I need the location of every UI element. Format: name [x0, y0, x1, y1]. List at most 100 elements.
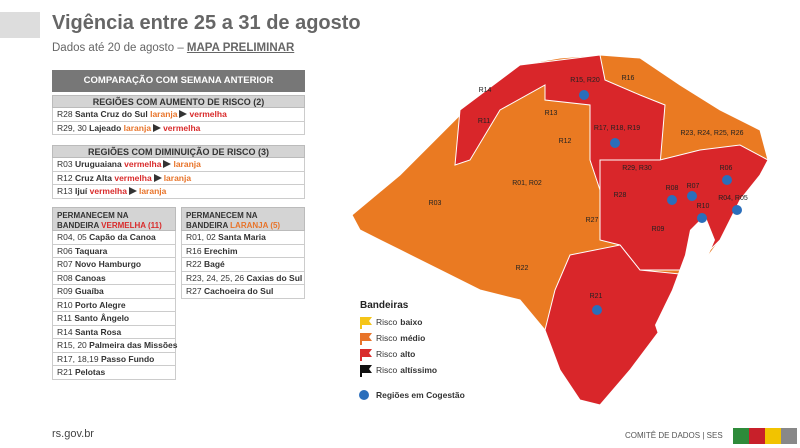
region-label: R03: [429, 200, 442, 207]
section-heading: REGIÕES COM AUMENTO DE RISCO (2): [52, 95, 305, 108]
region-label: R29, R30: [622, 165, 652, 172]
region-label: R09: [652, 226, 665, 233]
name: Palmeira das Missões: [89, 340, 178, 350]
code: R13: [57, 186, 73, 196]
congestion-icons: [359, 90, 742, 400]
separator: |: [702, 431, 705, 440]
from: laranja: [150, 109, 178, 119]
name: Passo Fundo: [100, 353, 155, 364]
legend-risk: Risco: [376, 349, 398, 359]
from: vermelha: [89, 186, 127, 196]
legend-flag: [360, 317, 372, 329]
from: laranja: [123, 122, 152, 133]
remain-row: R07 Novo Hamburgo: [52, 258, 176, 272]
name: Taquara: [74, 245, 108, 256]
congestion-icon: [592, 305, 602, 315]
code: R11: [57, 313, 72, 323]
congestion-icon: [359, 390, 369, 400]
remain-row: R14 Santa Rosa: [52, 325, 176, 339]
region-label: R10: [697, 203, 710, 210]
remain-row: R15, 20 Palmeira das Missões: [52, 339, 178, 353]
code: R15, 20: [57, 340, 87, 350]
legend-level: alto: [400, 349, 415, 359]
name: Cruz Alta: [74, 172, 112, 183]
region-label: R16: [622, 75, 635, 82]
region-label: R12: [559, 138, 572, 145]
change-row: R03 Uruguaiana vermelha laranja: [52, 158, 305, 172]
remain-row: R27 Cachoeira do Sul: [181, 285, 305, 299]
legend-flag: [360, 365, 372, 377]
congestion-icon: [732, 205, 742, 215]
change-row: R28 Santa Cruz do Sul laranja vermelha: [52, 108, 305, 122]
region-label: R06: [720, 165, 733, 172]
region-label: R15, R20: [570, 77, 600, 84]
code: R08: [57, 272, 73, 283]
flag-gray: [781, 428, 797, 444]
legend-flag: [360, 349, 372, 361]
name: Bagé: [203, 259, 225, 269]
name: Cachoeira do Sul: [203, 286, 274, 296]
arrow: [153, 173, 162, 182]
region-label: R04, R05: [718, 195, 748, 202]
congestion-icon: [722, 175, 732, 185]
remain-row: R22 Bagé: [181, 258, 305, 272]
congestion-label: Regiões em Cogestão: [376, 390, 465, 400]
code: R28: [57, 109, 73, 119]
region-label: R01, R02: [512, 180, 542, 187]
remain-row: R08 Canoas: [52, 271, 176, 285]
name: Pelotas: [74, 367, 106, 377]
region-label: R22: [516, 265, 529, 272]
section-heading: REGIÕES COM DIMINUIÇÃO DE RISCO (3): [52, 145, 305, 158]
region-label: R11: [478, 118, 490, 125]
name: Santa Rosa: [74, 326, 122, 337]
flag-green: [733, 428, 749, 444]
legend-flag: [360, 333, 372, 345]
subtitle-text: Dados até 20 de agosto –: [52, 42, 184, 54]
arrow: [153, 123, 162, 132]
footer-site: rs.gov.br: [52, 428, 94, 440]
name: Uruguaiana: [74, 159, 122, 169]
comparison-title: COMPARAÇÃO COM SEMANA ANTERIOR: [52, 70, 305, 92]
flag-red: [749, 428, 765, 444]
change-row: R29, 30 Lajeado laranja vermelha: [52, 121, 305, 135]
code: R04, 05: [57, 232, 87, 242]
remain-row: R06 Taquara: [52, 244, 176, 258]
code: R22: [186, 259, 202, 269]
footer-committee: COMITÊ DE DADOS | SES: [625, 431, 723, 440]
code: R23, 24, 25, 26: [186, 272, 245, 283]
to: laranja: [173, 159, 201, 169]
arrow-shape: [128, 187, 137, 195]
remain-row: R10 Porto Alegre: [52, 298, 176, 312]
legend-title: Bandeiras: [360, 300, 409, 311]
arrow: [179, 110, 188, 118]
legend-level: baixo: [400, 317, 422, 327]
congestion-icon: [687, 191, 697, 201]
region-label: R07: [687, 183, 700, 190]
flag-yellow: [765, 428, 781, 444]
name: Santa Maria: [218, 232, 266, 242]
remain-row: R09 Guaíba: [52, 285, 176, 299]
arrow-shape: [153, 173, 162, 182]
code: R29, 30: [57, 122, 87, 133]
subtitle: Dados até 20 de agosto – MAPA PRELIMINAR: [52, 42, 294, 54]
code: R09: [57, 286, 73, 296]
region-label: R13: [545, 110, 558, 117]
legend-level: médio: [400, 333, 425, 343]
lagoon: [655, 215, 715, 340]
congestion-icon: [610, 138, 620, 148]
name: Erechim: [203, 245, 238, 256]
region-label: R14: [479, 87, 492, 94]
name: Santo Ângelo: [74, 313, 130, 323]
subtitle-link: MAPA PRELIMINAR: [186, 42, 295, 54]
region-label: R28: [614, 192, 627, 199]
name: Caxias do Sul: [246, 272, 303, 283]
header-block: [0, 12, 40, 38]
legend-label: Risco baixo: [376, 317, 422, 327]
change-row: R12 Cruz Alta vermelha laranja: [52, 171, 305, 185]
change-row: R13 Ijuí vermelha laranja: [52, 185, 305, 199]
legend-level: altíssimo: [400, 365, 437, 375]
remain-row: R04, 05 Capão da Canoa: [52, 231, 176, 245]
legend-risk: Risco: [376, 333, 398, 343]
